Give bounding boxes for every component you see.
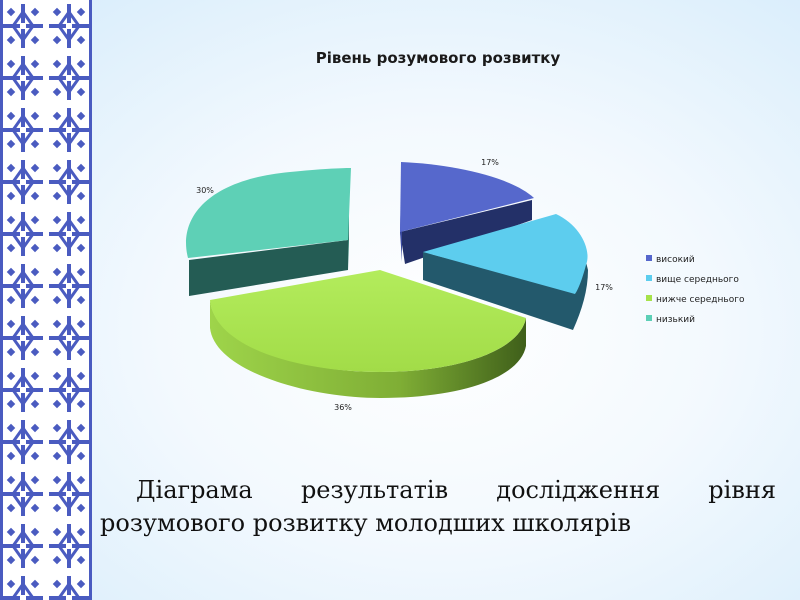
legend-label-below-average: нижче середнього bbox=[656, 295, 745, 305]
legend-swatch bbox=[646, 275, 652, 281]
data-label-above-average: 17% bbox=[595, 283, 613, 292]
pie-slice-below-average bbox=[210, 270, 526, 398]
slide-caption: Діаграма результатів дослідження рівня р… bbox=[100, 474, 776, 540]
legend-item: вище середнього bbox=[646, 275, 739, 285]
legend-label-above-average: вище середнього bbox=[656, 275, 739, 285]
legend: високий вище середнього нижче середнього… bbox=[646, 255, 745, 325]
legend-swatch bbox=[646, 295, 652, 301]
legend-item: високий bbox=[646, 255, 695, 265]
pie-slice-above-average bbox=[423, 214, 588, 330]
caption-line-1: Діаграма результатів дослідження рівня bbox=[100, 474, 776, 507]
caption-word: Діаграма bbox=[136, 476, 253, 504]
caption-word: результатів bbox=[300, 476, 449, 504]
pie-slice-high bbox=[400, 162, 534, 264]
data-label-low: 30% bbox=[196, 186, 214, 195]
caption-word: дослідження bbox=[496, 476, 661, 504]
legend-item: нижче середнього bbox=[646, 295, 745, 305]
chart-title: Рівень розумового розвитку bbox=[316, 49, 561, 67]
pie-slice-low bbox=[186, 168, 351, 296]
embroidery-ornament-border bbox=[0, 0, 92, 600]
data-label-below-average: 36% bbox=[334, 403, 352, 412]
caption-word: рівня bbox=[708, 476, 776, 504]
legend-label-low: низький bbox=[656, 315, 695, 325]
legend-swatch bbox=[646, 315, 652, 321]
data-label-high: 17% bbox=[481, 158, 499, 167]
caption-line-2: розумового розвитку молодших школярів bbox=[100, 509, 631, 537]
legend-swatch bbox=[646, 255, 652, 261]
legend-label-high: високий bbox=[656, 255, 695, 265]
legend-item: низький bbox=[646, 315, 695, 325]
